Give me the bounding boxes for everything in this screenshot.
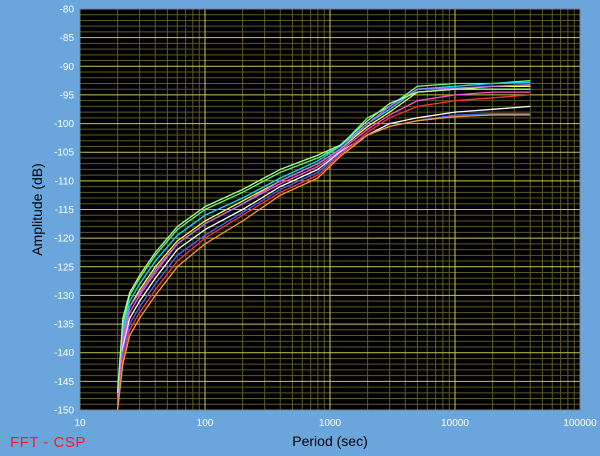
- series-line-7: [116, 94, 531, 405]
- y-tick-label: -80: [60, 5, 75, 16]
- y-tick-label: -135: [54, 320, 74, 331]
- y-tick-label: -85: [60, 33, 75, 44]
- series-line-4: [116, 91, 531, 399]
- x-tick-label: 10000: [441, 418, 469, 429]
- series-lines: [116, 79, 531, 411]
- y-tick-label: -140: [54, 348, 74, 359]
- plot-border: [79, 8, 581, 411]
- y-tick-label: -90: [60, 62, 75, 73]
- y-tick-label: -120: [54, 234, 74, 245]
- series-line-10: [116, 88, 531, 393]
- grid-lines: [79, 8, 581, 411]
- x-tick-label: 100000: [563, 418, 597, 429]
- y-tick-label: -110: [55, 176, 75, 187]
- series-line-9: [116, 83, 531, 399]
- y-tick-label: -150: [54, 406, 74, 417]
- series-line-8: [116, 114, 531, 411]
- y-tick-label: -125: [54, 262, 74, 273]
- y-tick-label: -115: [55, 205, 75, 216]
- x-axis-title: Period (sec): [292, 433, 367, 449]
- tick-labels: 10 100 1000 10000 100000 -80 -85 -90 -95 -100 -105…: [54, 5, 597, 430]
- y-tick-label: -130: [54, 291, 74, 302]
- y-tick-label: -105: [54, 148, 74, 159]
- x-tick-label: 10: [74, 418, 86, 429]
- y-axis-title: Amplitude (dB): [29, 163, 45, 256]
- x-tick-label: 1000: [319, 418, 342, 429]
- footer-label: FFT - CSP: [10, 434, 86, 451]
- series-line-1: [116, 79, 531, 393]
- y-tick-label: -100: [54, 119, 74, 130]
- x-tick-label: 100: [197, 418, 214, 429]
- y-tick-label: -95: [60, 90, 75, 101]
- y-tick-label: -145: [54, 377, 74, 388]
- series-line-5: [116, 105, 531, 405]
